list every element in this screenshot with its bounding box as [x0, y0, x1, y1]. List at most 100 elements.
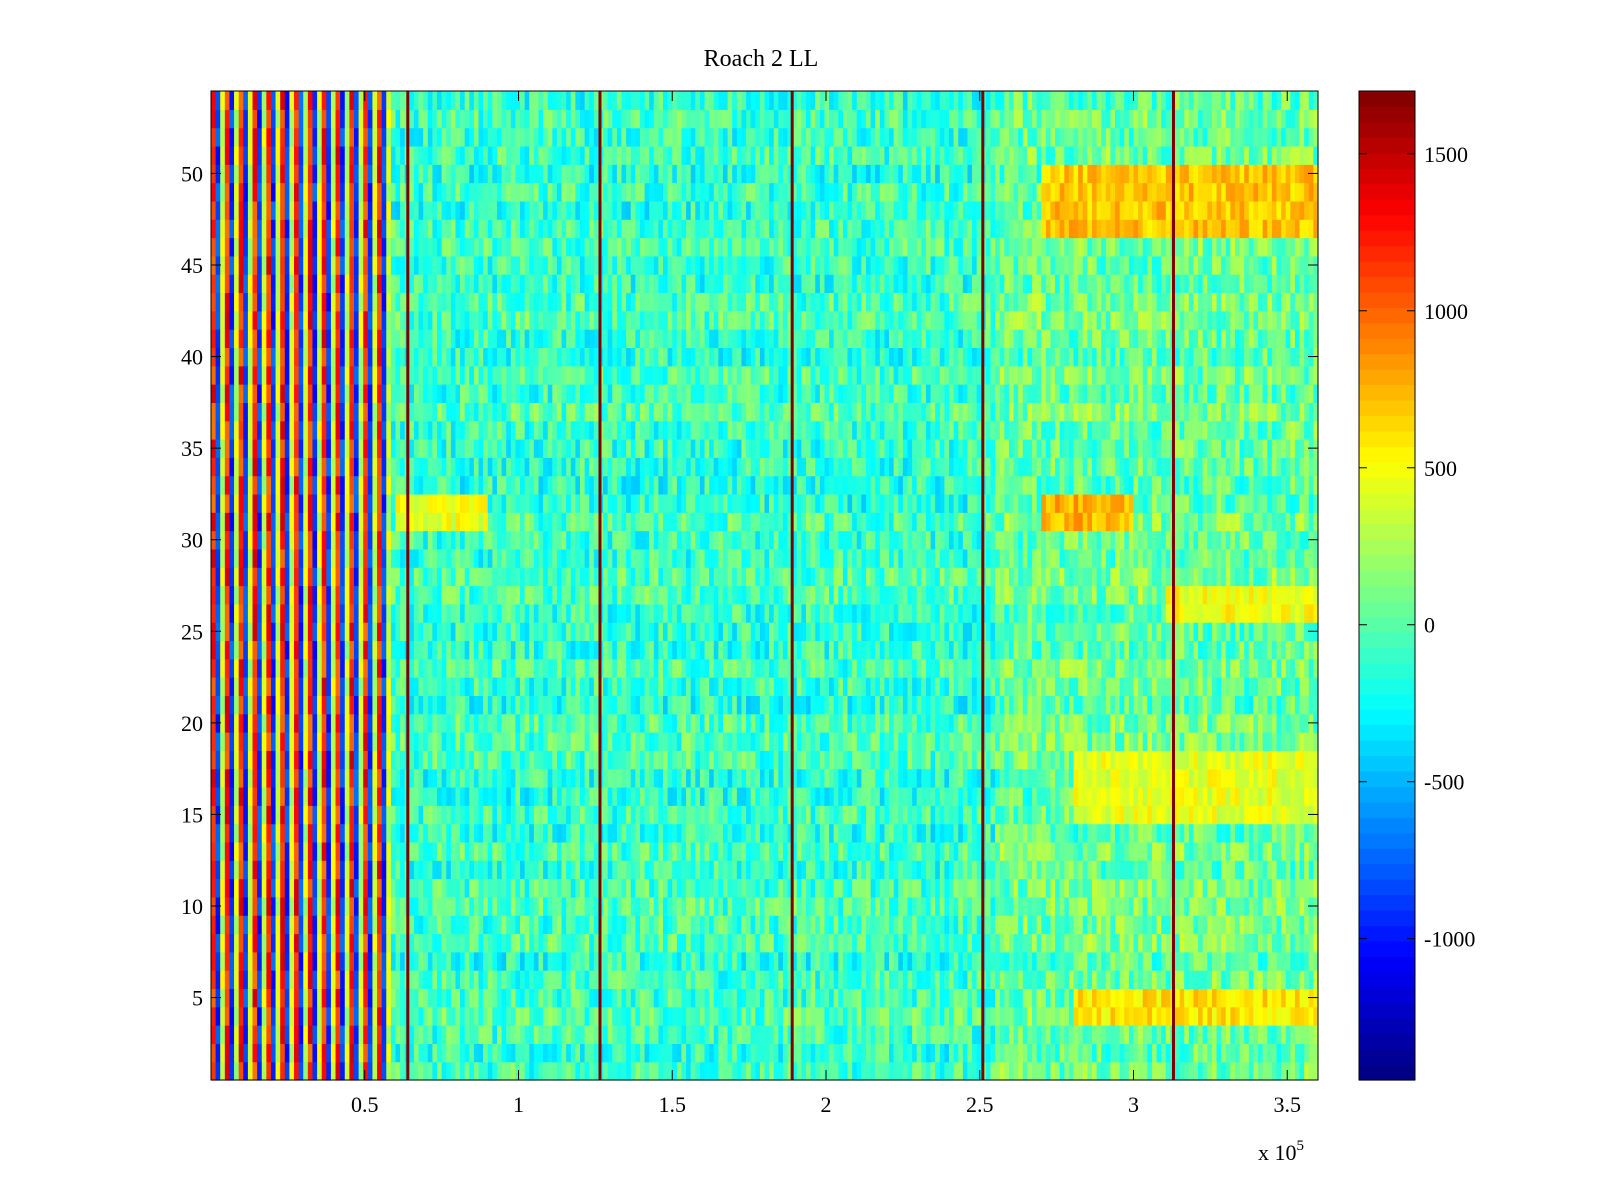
heatmap-cell: [556, 933, 563, 953]
heatmap-cell: [298, 805, 304, 825]
heatmap-cell: [215, 1025, 221, 1044]
heatmap-cell: [787, 732, 793, 751]
heatmap-cell: [842, 823, 849, 843]
heatmap-cell: [275, 896, 281, 916]
heatmap-cell: [1179, 1043, 1185, 1063]
heatmap-cell: [252, 988, 258, 1008]
heatmap-cell: [483, 1061, 489, 1081]
heatmap-cell: [1308, 1043, 1314, 1063]
heatmap-cell: [699, 750, 706, 770]
heatmap-cell: [229, 732, 235, 751]
heatmap-cell: [363, 933, 369, 953]
heatmap-cell: [1004, 896, 1010, 916]
heatmap-cell: [1091, 1006, 1098, 1026]
heatmap-cell: [1119, 860, 1125, 880]
heatmap-cell: [658, 823, 664, 843]
heatmap-cell: [893, 951, 899, 971]
heatmap-cell: [340, 786, 346, 806]
heatmap-cell: [1022, 988, 1029, 1008]
heatmap-cell: [699, 915, 706, 935]
heatmap-cell: [1087, 896, 1093, 916]
heatmap-cell: [1294, 1025, 1301, 1044]
heatmap-cell: [1013, 915, 1019, 935]
heatmap-cell: [782, 1025, 789, 1044]
heatmap-cell: [515, 713, 521, 733]
heatmap-cell: [294, 896, 300, 916]
heatmap-cell: [552, 768, 558, 788]
heatmap-cell: [819, 970, 826, 990]
heatmap-cell: [1059, 988, 1065, 1008]
heatmap-cell: [653, 1043, 660, 1063]
heatmap-cell: [755, 841, 761, 861]
heatmap-cell: [413, 933, 420, 953]
heatmap-cell: [810, 823, 816, 843]
heatmap-cell: [593, 951, 600, 971]
heatmap-cell: [967, 1061, 973, 1081]
heatmap-cell: [326, 841, 332, 861]
heatmap-cell: [294, 1061, 300, 1081]
heatmap-cell: [870, 768, 876, 788]
heatmap-cell: [990, 896, 996, 916]
heatmap-cell: [902, 805, 909, 825]
heatmap-cell: [344, 713, 350, 733]
heatmap-cell: [695, 933, 701, 953]
heatmap-cell: [819, 860, 826, 880]
heatmap-cell: [958, 841, 964, 861]
heatmap-cell: [1138, 860, 1144, 880]
heatmap-cell: [607, 860, 613, 880]
heatmap-cell: [999, 878, 1005, 898]
heatmap-cell: [695, 841, 701, 861]
heatmap-cell: [1225, 860, 1231, 880]
heatmap-cell: [390, 823, 397, 843]
heatmap-cell: [492, 878, 498, 898]
heatmap-cell: [912, 732, 918, 751]
heatmap-cell: [865, 915, 872, 935]
heatmap-cell: [676, 1061, 683, 1081]
heatmap-cell: [367, 988, 374, 1008]
heatmap-cell: [1119, 1043, 1125, 1063]
heatmap-cell: [330, 750, 337, 770]
heatmap-cell: [709, 732, 715, 751]
heatmap-cell: [1151, 713, 1158, 733]
heatmap-cell: [1147, 915, 1153, 935]
heatmap-cell: [718, 951, 724, 971]
heatmap-cell: [483, 860, 489, 880]
heatmap-cell: [833, 1006, 839, 1026]
heatmap-cell: [593, 1043, 600, 1063]
heatmap-cell: [949, 695, 955, 715]
heatmap-cell: [1290, 878, 1296, 898]
heatmap-cell: [580, 1061, 586, 1081]
heatmap-cell: [1225, 823, 1231, 843]
heatmap-cell: [1262, 860, 1268, 880]
heatmap-cell: [441, 768, 447, 788]
heatmap-cell: [635, 750, 641, 770]
heatmap-cell: [879, 823, 886, 843]
heatmap-cell: [1193, 1061, 1199, 1081]
heatmap-cell: [1299, 786, 1305, 806]
heatmap-cell: [520, 768, 526, 788]
heatmap-cell: [1096, 1006, 1102, 1026]
heatmap-cell: [427, 841, 433, 861]
heatmap-cell: [298, 878, 304, 898]
heatmap-cell: [1294, 786, 1301, 806]
heatmap-cell: [889, 860, 895, 880]
heatmap-cell: [566, 1043, 572, 1063]
heatmap-cell: [473, 732, 480, 751]
heatmap-cell: [829, 1043, 835, 1063]
heatmap-cell: [958, 768, 964, 788]
heatmap-cell: [806, 768, 812, 788]
heatmap-cell: [1008, 1061, 1015, 1081]
heatmap-cell: [252, 823, 258, 843]
heatmap-cell: [995, 1006, 1001, 1026]
heatmap-cell: [787, 970, 793, 990]
heatmap-cell: [487, 951, 493, 971]
heatmap-cell: [1244, 878, 1250, 898]
heatmap-cell: [686, 896, 692, 916]
heatmap-cell: [487, 878, 493, 898]
heatmap-cell: [925, 878, 932, 898]
heatmap-cell: [953, 805, 959, 825]
heatmap-cell: [999, 823, 1005, 843]
heatmap-cell: [944, 951, 950, 971]
heatmap-cell: [1032, 695, 1038, 715]
heatmap-cell: [898, 841, 904, 861]
